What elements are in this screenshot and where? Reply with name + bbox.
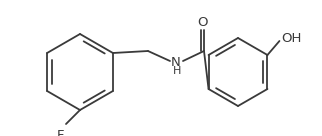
Text: F: F bbox=[56, 129, 64, 136]
Text: N: N bbox=[171, 56, 181, 69]
Text: OH: OH bbox=[281, 32, 302, 44]
Text: O: O bbox=[198, 16, 208, 29]
Text: H: H bbox=[173, 66, 181, 76]
